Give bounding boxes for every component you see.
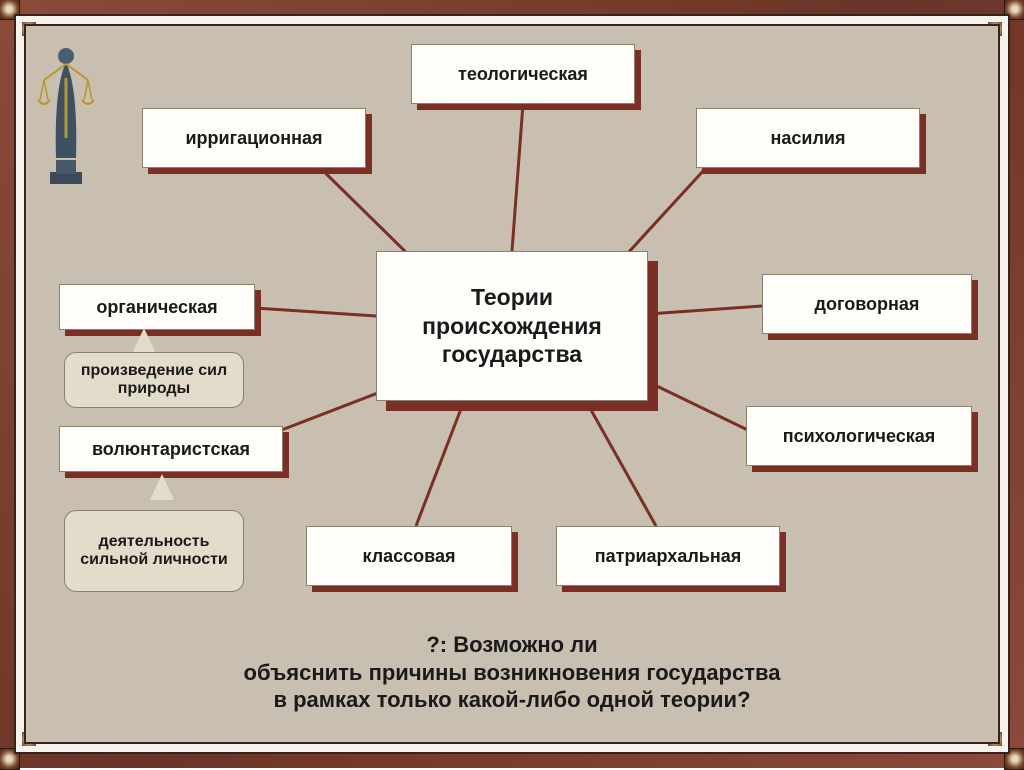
question-line: в рамках только какой-либо одной теории? <box>273 687 750 712</box>
leaf-node-patriarh: патриархальная <box>556 526 780 586</box>
leaf-node-psiholog: психологическая <box>746 406 972 466</box>
center-node: Теории происхождения государства <box>376 251 648 401</box>
question-line: ?: Возможно ли <box>426 632 597 657</box>
outer-frame: Теории происхождения государства теологич… <box>0 0 1024 768</box>
question-text: ?: Возможно ли объяснить причины возникн… <box>26 631 998 714</box>
leaf-node-teolog: теологическая <box>411 44 635 104</box>
leaf-node-nasil: насилия <box>696 108 920 168</box>
diagram-canvas: Теории происхождения государства теологич… <box>24 24 1000 744</box>
callout-c1: произведение сил природы <box>64 352 244 408</box>
callout-tail <box>132 328 156 354</box>
leaf-node-irrig: ирригационная <box>142 108 366 168</box>
question-line: объяснить причины возникновения государс… <box>244 660 781 685</box>
callout-tail <box>150 474 174 500</box>
leaf-node-organ: органическая <box>59 284 255 330</box>
mid-frame: Теории происхождения государства теологич… <box>14 14 1010 754</box>
leaf-node-dogovor: договорная <box>762 274 972 334</box>
callout-c2: деятельность сильной личности <box>64 510 244 592</box>
leaf-node-klass: классовая <box>306 526 512 586</box>
justice-statue-icon <box>34 38 98 188</box>
leaf-node-volunt: волюнтаристская <box>59 426 283 472</box>
